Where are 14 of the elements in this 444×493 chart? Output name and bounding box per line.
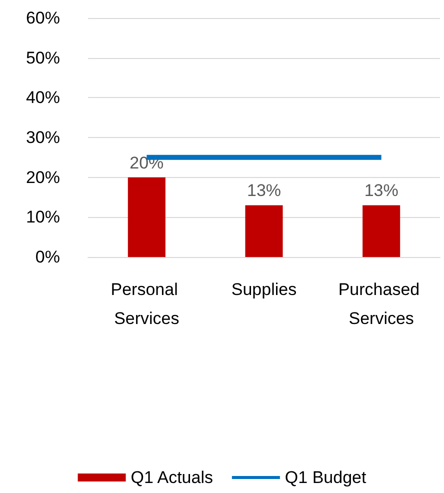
legend-label: Q1 Budget	[284, 468, 366, 487]
y-tick-label: 50%	[26, 48, 60, 68]
data-label: 13%	[364, 181, 398, 200]
y-tick-label: 10%	[26, 208, 60, 227]
y-tick-label: 20%	[26, 168, 60, 187]
x-tick-label: Personal Services	[110, 280, 183, 328]
x-tick-label: Purchased Services	[338, 280, 424, 328]
y-tick-label: 40%	[26, 88, 60, 108]
y-tick-label: 60%	[26, 8, 60, 28]
x-tick-label: Supplies	[231, 280, 297, 299]
y-tick-label: 30%	[26, 128, 60, 147]
legend-label: Q1 Actuals	[130, 468, 214, 487]
y-tick-label: 0%	[35, 248, 60, 266]
data-label: 13%	[246, 181, 282, 200]
